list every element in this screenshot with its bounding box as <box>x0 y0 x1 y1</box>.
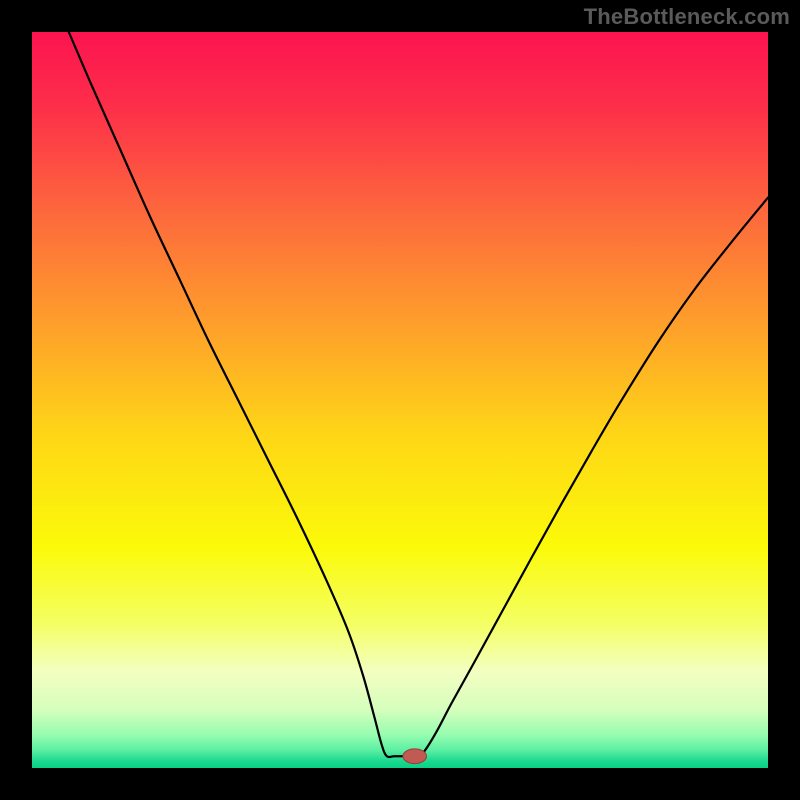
optimal-point-marker <box>403 749 427 764</box>
watermark-text: TheBottleneck.com <box>584 4 790 30</box>
chart-stage: TheBottleneck.com <box>0 0 800 800</box>
bottleneck-curve-chart <box>0 0 800 800</box>
plot-background <box>32 32 768 768</box>
